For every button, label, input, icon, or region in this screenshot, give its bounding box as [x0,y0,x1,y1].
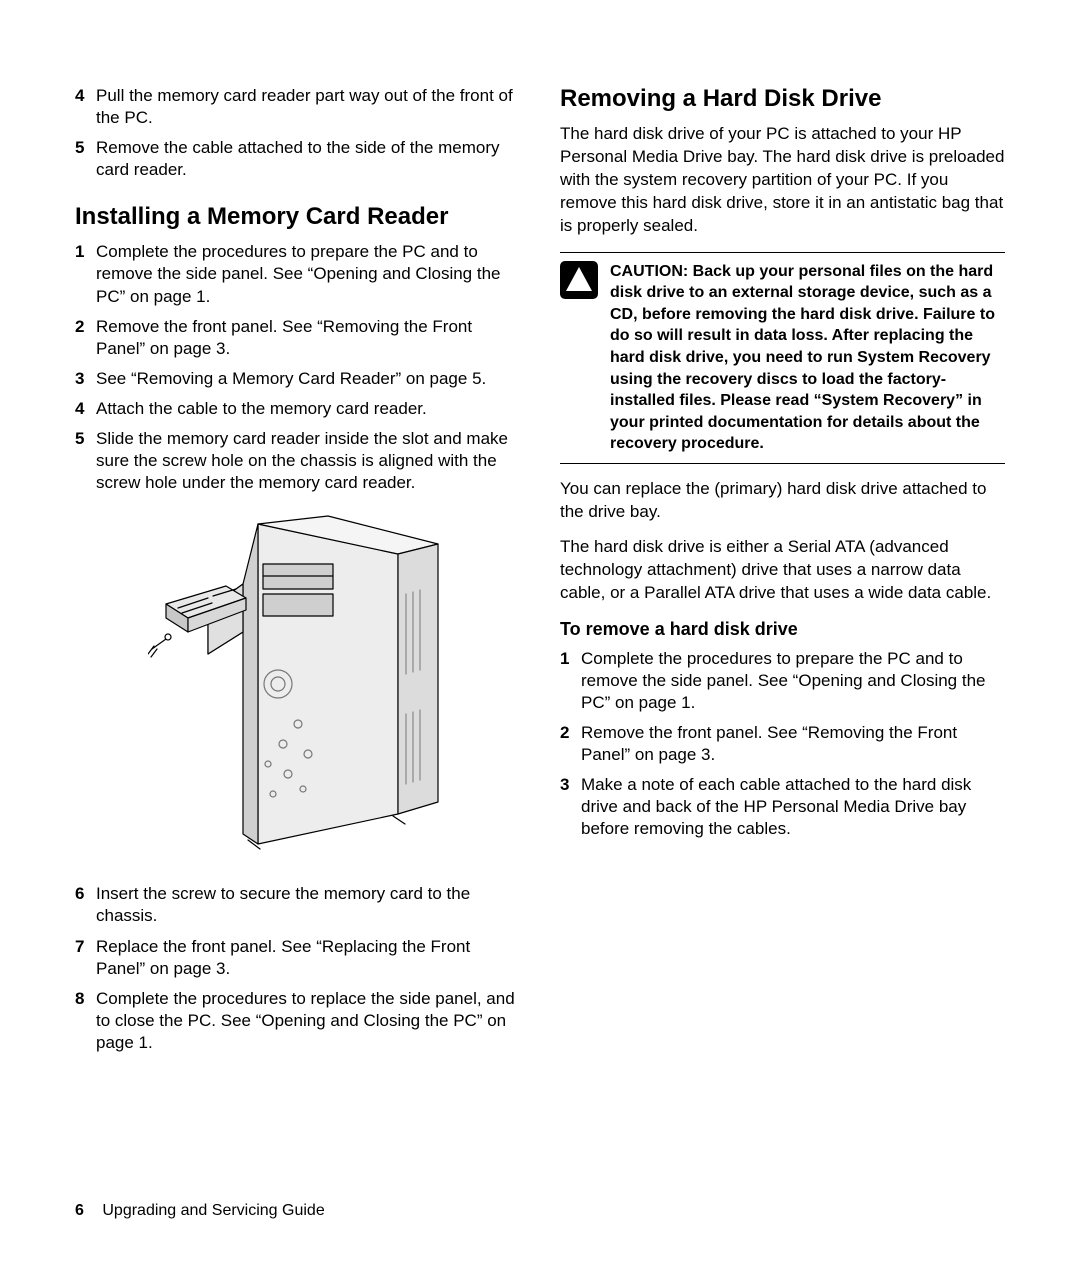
step-number: 1 [75,241,91,263]
step-item: 5Remove the cable attached to the side o… [75,137,520,181]
step-item: 8Complete the procedures to replace the … [75,988,520,1054]
step-number: 5 [75,428,91,450]
right-column: Removing a Hard Disk Drive The hard disk… [560,85,1005,1062]
step-item: 6Insert the screw to secure the memory c… [75,883,520,927]
step-number: 3 [75,368,91,390]
step-item: 3Make a note of each cable attached to t… [560,774,1005,840]
step-number: 8 [75,988,91,1010]
page-content: 4Pull the memory card reader part way ou… [0,0,1080,1112]
after-para-1: You can replace the (primary) hard disk … [560,478,1005,524]
footer-title: Upgrading and Servicing Guide [102,1202,324,1219]
step-item: 4Pull the memory card reader part way ou… [75,85,520,129]
removing-heading: Removing a Hard Disk Drive [560,85,1005,113]
to-remove-heading: To remove a hard disk drive [560,619,1005,640]
step-text: Remove the front panel. See “Removing th… [96,316,520,360]
step-text: Replace the front panel. See “Replacing … [96,936,520,980]
step-text: Complete the procedures to prepare the P… [581,648,1005,714]
step-text: Complete the procedures to prepare the P… [96,241,520,307]
page-footer: 6 Upgrading and Servicing Guide [75,1202,325,1220]
step-number: 1 [560,648,576,670]
step-item: 7Replace the front panel. See “Replacing… [75,936,520,980]
left-column: 4Pull the memory card reader part way ou… [75,85,520,1062]
step-number: 5 [75,137,91,159]
install-step-list-a: 1Complete the procedures to prepare the … [75,241,520,494]
step-text: Pull the memory card reader part way out… [96,85,520,129]
step-number: 2 [75,316,91,338]
step-item: 1Complete the procedures to prepare the … [560,648,1005,714]
step-text: Slide the memory card reader inside the … [96,428,520,494]
step-text: Attach the cable to the memory card read… [96,398,520,420]
step-item: 5Slide the memory card reader inside the… [75,428,520,494]
step-text: Complete the procedures to replace the s… [96,988,520,1054]
remove-step-list: 1Complete the procedures to prepare the … [560,648,1005,841]
step-text: Insert the screw to secure the memory ca… [96,883,520,927]
pc-illustration [75,514,520,859]
caution-text: CAUTION: Back up your personal files on … [610,261,1005,455]
step-number: 3 [560,774,576,796]
step-item: 1Complete the procedures to prepare the … [75,241,520,307]
step-item: 4Attach the cable to the memory card rea… [75,398,520,420]
step-item: 2Remove the front panel. See “Removing t… [560,722,1005,766]
caution-box: CAUTION: Back up your personal files on … [560,252,1005,464]
page-number: 6 [75,1202,84,1219]
step-number: 6 [75,883,91,905]
installing-heading: Installing a Memory Card Reader [75,203,520,231]
step-text: Remove the cable attached to the side of… [96,137,520,181]
step-number: 7 [75,936,91,958]
pre-step-list: 4Pull the memory card reader part way ou… [75,85,520,181]
caution-icon [560,261,598,299]
caution-body: Back up your personal files on the hard … [610,263,995,453]
after-para-2: The hard disk drive is either a Serial A… [560,536,1005,605]
step-text: Remove the front panel. See “Removing th… [581,722,1005,766]
step-text: Make a note of each cable attached to th… [581,774,1005,840]
step-item: 2Remove the front panel. See “Removing t… [75,316,520,360]
step-number: 2 [560,722,576,744]
step-item: 3See “Removing a Memory Card Reader” on … [75,368,520,390]
step-number: 4 [75,398,91,420]
install-step-list-b: 6Insert the screw to secure the memory c… [75,883,520,1054]
caution-lead: CAUTION: [610,263,688,280]
intro-text: The hard disk drive of your PC is attach… [560,123,1005,238]
step-number: 4 [75,85,91,107]
step-text: See “Removing a Memory Card Reader” on p… [96,368,520,390]
